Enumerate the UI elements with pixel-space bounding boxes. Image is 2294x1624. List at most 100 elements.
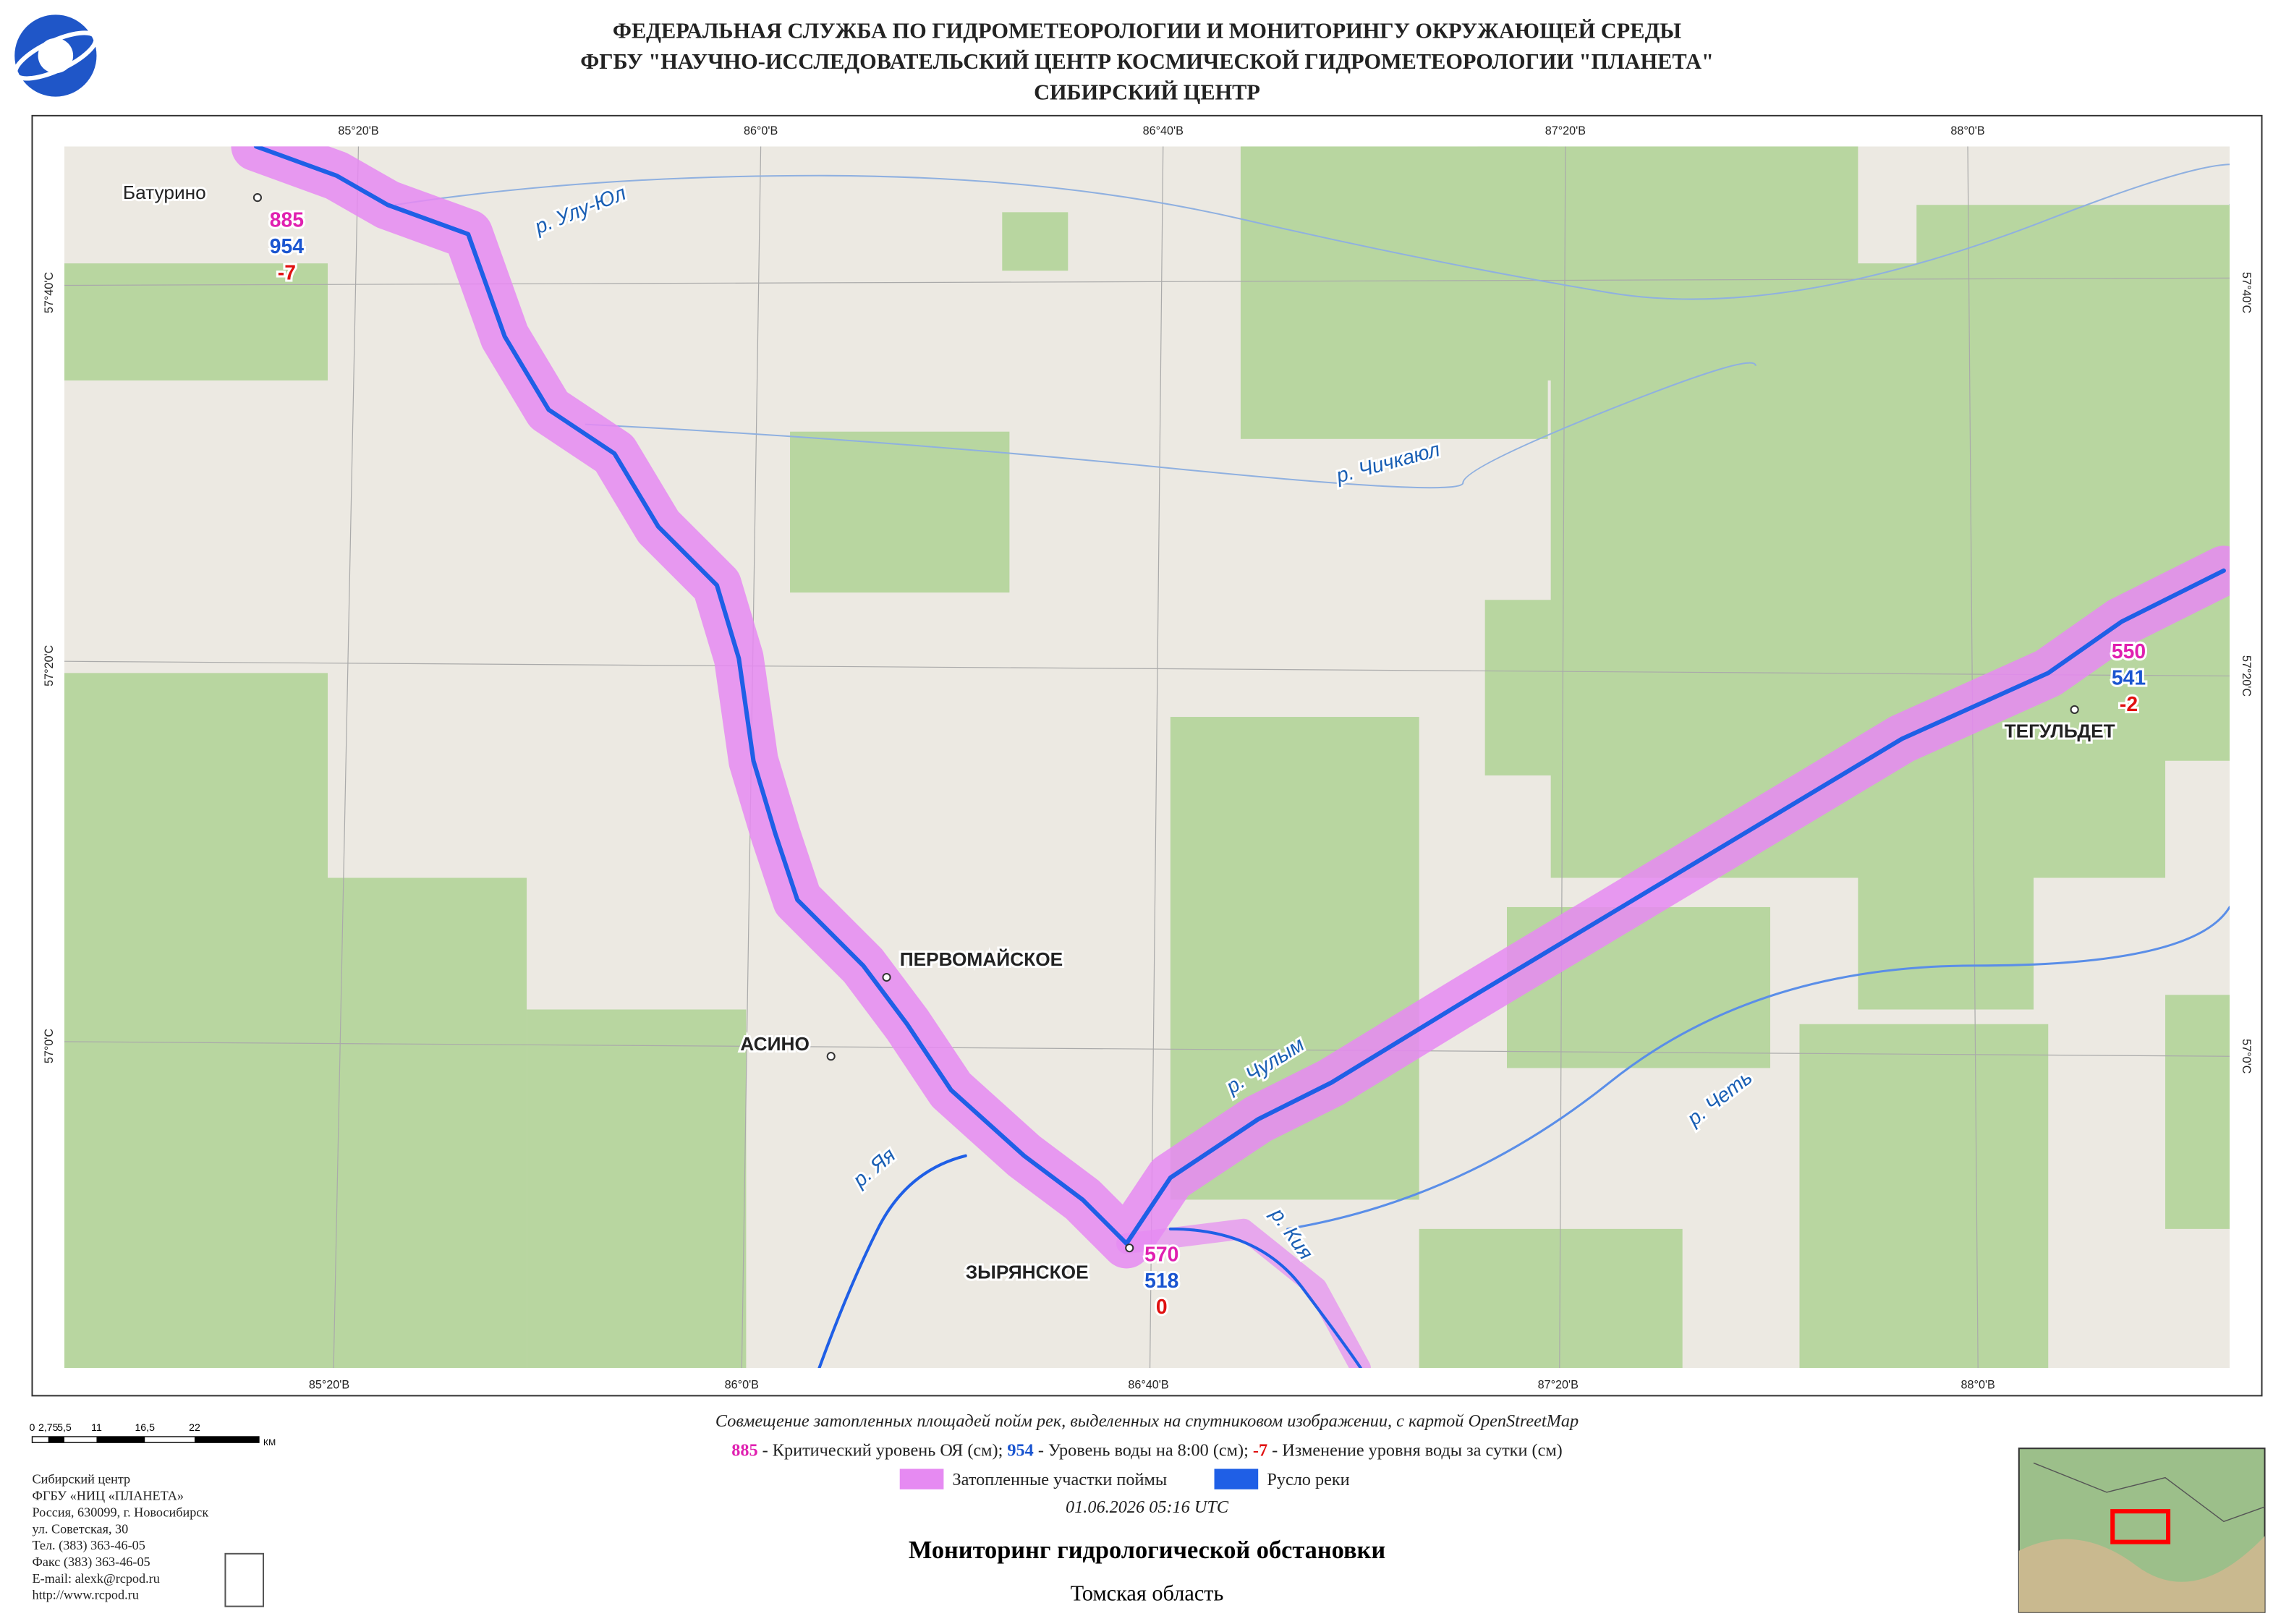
legend-channel: Русло реки — [1267, 1470, 1349, 1489]
forest-patch — [790, 431, 1010, 593]
main-rivers — [253, 146, 2230, 1368]
lat-label: 57°40'С — [43, 272, 56, 313]
inset-border — [2033, 1462, 2265, 1523]
parallel — [64, 1041, 2230, 1057]
river-chichkayul — [585, 362, 1756, 489]
header-line: ФЕДЕРАЛЬНАЯ СЛУЖБА ПО ГИДРОМЕТЕОРОЛОГИИ … — [613, 19, 1681, 43]
scale-bar — [31, 1436, 260, 1443]
river-kiya — [1168, 1227, 1362, 1368]
lat-label: 57°0'С — [43, 1029, 56, 1064]
iso-badge — [224, 1552, 265, 1607]
contacts: Сибирский центр ФГБУ «НИЦ «ПЛАНЕТА» Россия… — [32, 1472, 208, 1602]
meridian — [1967, 146, 1979, 1368]
forest-patch — [1419, 1228, 1683, 1368]
contact-line: Россия, 630099, г. Новосибирск — [32, 1505, 208, 1519]
scale-segment — [194, 1437, 259, 1443]
scale-label: 22 — [189, 1421, 200, 1433]
forest — [64, 146, 2230, 1368]
minor-rivers — [394, 163, 2230, 489]
river-chet — [1286, 906, 2230, 1230]
scale-label: 11 — [91, 1421, 102, 1433]
caption: Совмещение затопленных площадей пойм рек… — [715, 1411, 1579, 1431]
forest-patch — [1858, 804, 2034, 1010]
scale-segment — [96, 1437, 145, 1443]
town-label: ТЕГУЛЬДЕТ — [2005, 720, 2115, 741]
water-level: 541 — [2112, 666, 2146, 689]
lon-label: 86°40'В — [1143, 124, 1184, 137]
contact-line: Сибирский центр — [32, 1472, 130, 1487]
header-line: СИБИРСКИЙ ЦЕНТР — [1034, 80, 1260, 105]
lon-label: 86°40'В — [1128, 1378, 1168, 1391]
map-frame — [31, 114, 2263, 1397]
region: Томская область — [1071, 1581, 1224, 1606]
lat-label: 57°0'С — [2240, 1039, 2253, 1074]
town-label: Батурино — [123, 182, 206, 203]
lat-label: 57°40'С — [2240, 272, 2253, 313]
level-change: 0 — [1156, 1295, 1168, 1318]
lon-label: 88°0'В — [1961, 1378, 1995, 1391]
lat-label: 57°20'С — [43, 645, 56, 686]
river-ulu-yul — [394, 163, 2230, 300]
contact-line: Факс (383) 363-46-05 — [32, 1555, 150, 1570]
parallel — [64, 277, 2230, 286]
contact-line: http://www.rcpod.ru — [32, 1588, 138, 1602]
inset-relief — [2018, 1536, 2265, 1612]
forest-patch — [64, 263, 328, 381]
scale-labels: 0 2,755,5 11 16,5 22 — [30, 1421, 200, 1433]
scale-label: 2,75 — [38, 1421, 59, 1433]
flooded-floodplain — [1116, 1218, 1371, 1368]
contact-line: E-mail: alexk@rcpod.ru — [32, 1571, 159, 1586]
contact-line: ФГБУ «НИЦ «ПЛАНЕТА» — [32, 1489, 184, 1503]
lon-label: 87°20'В — [1545, 124, 1586, 137]
critical-level: 885 — [270, 208, 304, 231]
scale-label: 0 — [30, 1421, 35, 1433]
footer-title: Мониторинг гидрологической обстановки — [909, 1536, 1385, 1564]
contact-line: Тел. (383) 363-46-05 — [32, 1538, 145, 1553]
settlements — [252, 193, 2079, 1253]
forest-patch — [527, 1009, 747, 1368]
town-label: АСИНО — [740, 1033, 810, 1055]
town-marker — [2070, 705, 2079, 715]
channel-swatch — [1214, 1468, 1259, 1489]
flood-swatch — [899, 1468, 944, 1489]
critical-level: 550 — [2112, 639, 2146, 663]
lon-label: 88°0'В — [1950, 124, 1984, 137]
forest-patch — [1799, 1024, 2049, 1368]
map-body — [64, 146, 2230, 1368]
lon-label: 85°20'В — [309, 1378, 349, 1391]
legend-sample: -7 — [1253, 1440, 1267, 1460]
level-legend: 885 - Критический уровень ОЯ (см); 954 -… — [731, 1440, 1563, 1460]
parallel — [64, 660, 2230, 677]
date: 01.06.2026 05:16 UTC — [1066, 1497, 1229, 1517]
water-level: 518 — [1144, 1269, 1178, 1292]
town-label: ПЕРВОМАЙСКОЕ — [900, 948, 1063, 970]
scale-segment — [48, 1437, 64, 1443]
header-line: ФГБУ "НАУЧНО-ИССЛЕДОВАТЕЛЬСКИЙ ЦЕНТР КОС… — [580, 49, 1714, 74]
meridian — [1559, 146, 1566, 1368]
legend-text: - Изменение уровня воды за сутки (см) — [1272, 1440, 1563, 1460]
water-level: 954 — [270, 234, 304, 258]
scale-label: 16,5 — [135, 1421, 155, 1433]
legend-text: - Критический уровень ОЯ (см); — [762, 1440, 1003, 1460]
lon-label: 86°0'В — [744, 124, 778, 137]
map-layers — [64, 146, 2230, 1368]
legend-flood: Затопленные участки поймы — [953, 1470, 1168, 1489]
scale-label: 5,5 — [57, 1421, 72, 1433]
river-yaya — [817, 1154, 967, 1368]
lon-label: 85°20'В — [338, 124, 378, 137]
town-marker — [882, 972, 891, 982]
inset-extent — [2110, 1509, 2171, 1544]
logo-core — [38, 38, 74, 74]
town-label: ЗЫРЯНСКОЕ — [966, 1262, 1089, 1283]
river-chulym — [253, 146, 2226, 1246]
level-change: -2 — [2120, 692, 2138, 715]
inset-map — [2018, 1447, 2266, 1613]
legend-text: - Уровень воды на 8:00 (см); — [1038, 1440, 1249, 1460]
lon-label: 87°20'В — [1538, 1378, 1579, 1391]
legend-sample: 885 — [731, 1440, 757, 1460]
lat-label: 57°20'С — [2240, 655, 2253, 697]
logo — [13, 14, 98, 97]
